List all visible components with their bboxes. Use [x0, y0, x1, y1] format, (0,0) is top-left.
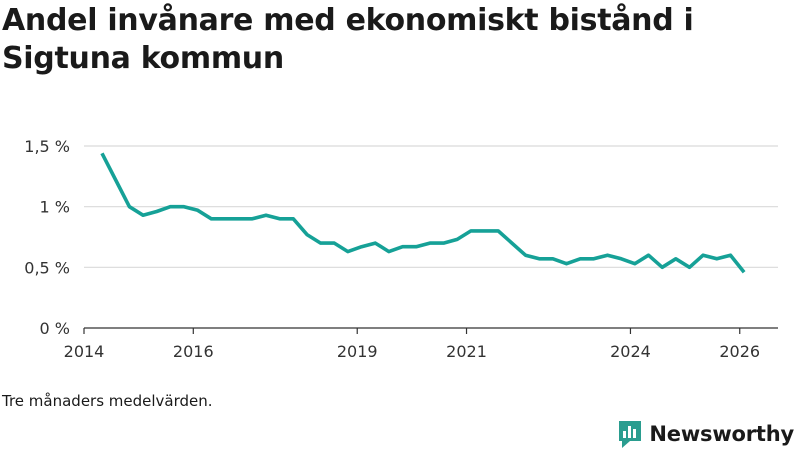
y-tick-label: 0,5 %	[24, 258, 70, 277]
y-tick-label: 1 %	[40, 198, 70, 217]
series-line	[100, 152, 746, 274]
y-axis-tick-labels: 0 % 0,5 % 1 % 1,5 %	[24, 137, 70, 338]
x-tick-label: 2019	[337, 342, 378, 361]
x-axis-tick-labels: 2014 2016 2019 2021 2024 2026	[64, 342, 760, 361]
footnote: Tre månaders medelvärden.	[2, 392, 213, 410]
chart-title: Andel invånare med ekonomiskt bistånd i …	[2, 3, 694, 76]
x-tick-label: 2021	[446, 342, 487, 361]
series	[100, 152, 746, 274]
x-tick-label: 2016	[173, 342, 214, 361]
line-chart: 0 % 0,5 % 1 % 1,5 % 2014 2016 2019 2021 2024 202…	[24, 137, 778, 361]
y-tick-label: 1,5 %	[24, 137, 70, 156]
x-tick-label: 2024	[610, 342, 651, 361]
x-tick-label: 2026	[719, 342, 760, 361]
newsworthy-logo-icon	[619, 421, 642, 448]
x-tick-label: 2014	[64, 342, 105, 361]
axes	[83, 327, 778, 334]
brand-name: Newsworthy	[649, 422, 794, 446]
brand-logo[interactable]: Newsworthy	[617, 418, 794, 450]
y-tick-label: 0 %	[40, 319, 70, 338]
